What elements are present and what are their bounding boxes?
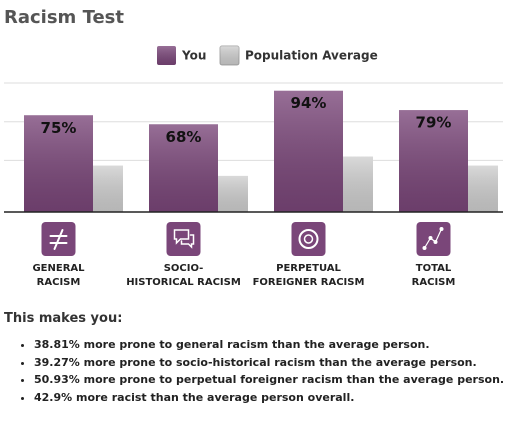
legend-label: Population Average: [245, 49, 378, 63]
legend-label: You: [181, 49, 206, 63]
icon-dot: [428, 236, 433, 240]
icon-stroke: [423, 228, 443, 249]
category-icon: [291, 222, 326, 256]
value-label: 94%: [291, 94, 327, 112]
value-label: 79%: [416, 114, 452, 132]
summary-item: 38.81% more prone to general racism than…: [34, 336, 509, 354]
icon-stroke: [298, 229, 319, 249]
summary-list: 38.81% more prone to general racism than…: [4, 336, 509, 407]
summary: This makes you: 38.81% more prone to gen…: [4, 311, 509, 407]
chart-title: Racism Test: [4, 7, 124, 28]
summary-item: 50.93% more prone to perpetual foreigner…: [34, 371, 509, 389]
category-icon: [416, 222, 451, 256]
bar-shade: [93, 165, 123, 212]
summary-item: 42.9% more racist than the average perso…: [34, 389, 509, 407]
bar-shade: [274, 90, 343, 212]
icon-box: [416, 222, 451, 256]
bar-shade: [343, 156, 373, 212]
bar-shade: [468, 165, 498, 212]
bar-shade: [399, 110, 468, 212]
legend-swatch-shade: [220, 46, 239, 65]
icon-stroke: [53, 229, 64, 250]
summary-item: 39.27% more prone to socio-historical ra…: [34, 354, 509, 372]
bar-shade: [149, 124, 218, 212]
x-tick-label: TOTAL RACISM: [412, 263, 456, 288]
category-icon: [41, 222, 76, 256]
bar-shade: [24, 115, 93, 212]
icon-stroke: [303, 234, 314, 244]
icon-dot: [439, 227, 444, 231]
value-label: 75%: [41, 119, 77, 137]
summary-heading: This makes you:: [4, 311, 123, 326]
category-icon: [166, 222, 201, 256]
icon-stroke: [173, 229, 195, 249]
x-tick-label: GENERAL RACISM: [32, 263, 85, 288]
value-label: 68%: [166, 128, 202, 146]
x-tick-label: SOCIO-HISTORICAL RACISM: [126, 263, 241, 288]
icon-dot: [433, 240, 438, 244]
icon-box: [291, 222, 326, 256]
x-tick-label: PERPETUAL FOREIGNER RACISM: [253, 263, 365, 288]
icon-dot: [422, 246, 427, 250]
chart: Racism Test You Population Average 75% GENE…: [4, 7, 503, 288]
legend-swatch-shade: [157, 46, 176, 65]
bar-shade: [218, 175, 248, 212]
